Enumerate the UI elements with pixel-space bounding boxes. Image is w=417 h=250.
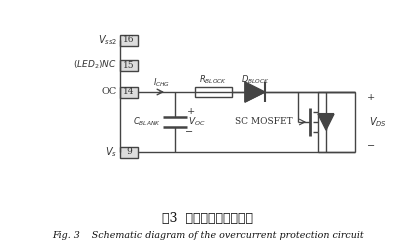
Text: $V_{DS}$: $V_{DS}$: [369, 115, 387, 129]
Polygon shape: [245, 82, 265, 102]
Text: SC MOSFET: SC MOSFET: [235, 118, 293, 126]
Bar: [120, 60, 138, 70]
Text: $V_s$: $V_s$: [105, 145, 117, 159]
Text: 15: 15: [123, 60, 135, 70]
Text: OC: OC: [102, 88, 117, 96]
Text: 图3  过流保护电路原理图: 图3 过流保护电路原理图: [163, 212, 254, 224]
Text: $V_{OC}$: $V_{OC}$: [188, 116, 206, 128]
Text: 9: 9: [126, 148, 132, 156]
Text: +: +: [367, 94, 375, 102]
Text: $R_{BLOCK}$: $R_{BLOCK}$: [199, 74, 228, 86]
Text: $(LED_2)NC$: $(LED_2)NC$: [73, 59, 117, 71]
Text: +: +: [187, 108, 195, 116]
Text: $D_{BLOCK}$: $D_{BLOCK}$: [241, 74, 269, 86]
Text: −: −: [185, 128, 193, 136]
Text: $I_{CHG}$: $I_{CHG}$: [153, 77, 171, 89]
Bar: [120, 86, 138, 98]
Text: $V_{ss2}$: $V_{ss2}$: [98, 33, 117, 47]
Bar: [120, 146, 138, 158]
Text: $C_{BLANK}$: $C_{BLANK}$: [133, 116, 161, 128]
Text: 16: 16: [123, 36, 135, 44]
Bar: [195, 87, 232, 97]
Polygon shape: [318, 114, 334, 130]
Text: Fig. 3    Schematic diagram of the overcurrent protection circuit: Fig. 3 Schematic diagram of the overcurr…: [52, 230, 364, 239]
Text: 14: 14: [123, 88, 135, 96]
Text: −: −: [367, 142, 375, 150]
Bar: [120, 34, 138, 46]
